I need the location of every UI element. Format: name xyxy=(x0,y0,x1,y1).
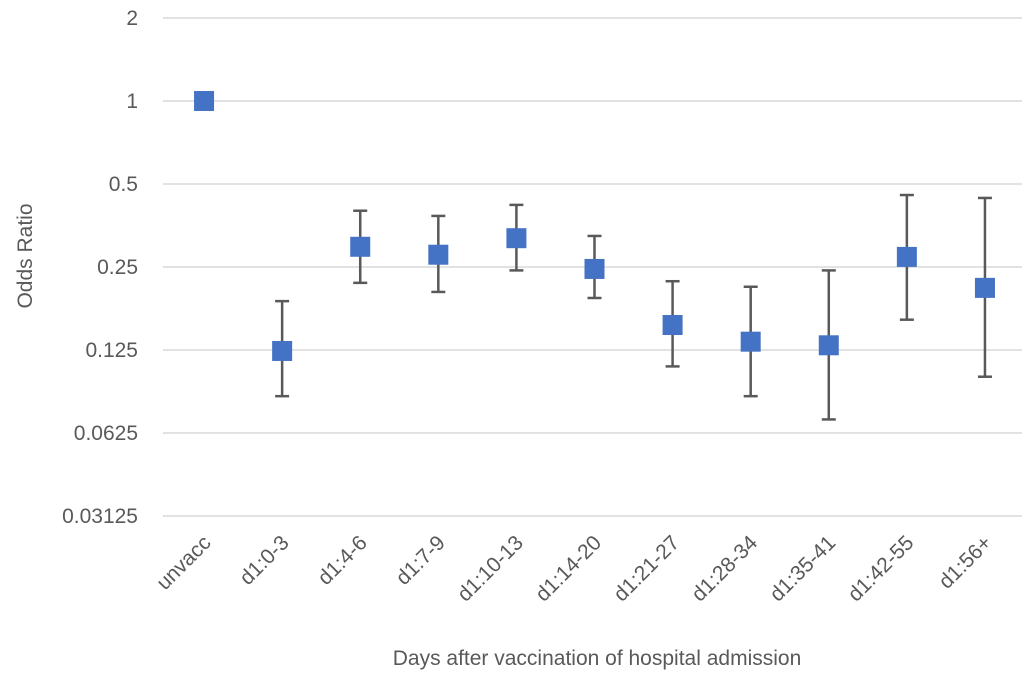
y-tick-label: 0.03125 xyxy=(62,505,138,528)
x-tick-label: unvacc xyxy=(152,531,215,594)
marker xyxy=(428,244,449,265)
y-axis-title: Odds Ratio xyxy=(14,203,37,308)
marker xyxy=(350,236,371,257)
x-tick-label: d1:4-6 xyxy=(313,531,371,589)
marker xyxy=(740,331,761,352)
marker xyxy=(974,277,995,298)
marker xyxy=(194,91,215,111)
x-tick-label: d1:35-41 xyxy=(765,531,840,606)
y-tick-label: 0.0625 xyxy=(74,422,138,445)
x-tick-label: d1:56+ xyxy=(934,531,996,593)
x-tick-label: d1:14-20 xyxy=(531,531,606,606)
x-tick-label: d1:21-27 xyxy=(609,531,684,606)
marker xyxy=(662,315,683,336)
x-tick-label: d1:0-3 xyxy=(235,531,293,589)
x-tick-label: d1:42-55 xyxy=(844,531,919,606)
y-tick-label: 0.25 xyxy=(97,256,138,279)
marker xyxy=(896,246,917,267)
y-tick-label: 0.5 xyxy=(109,173,138,196)
marker xyxy=(272,340,293,361)
marker xyxy=(506,228,527,249)
x-tick-label: d1:28-34 xyxy=(687,531,762,606)
x-tick-label: d1:7-9 xyxy=(391,531,449,589)
y-tick-label: 2 xyxy=(126,7,138,30)
y-tick-label: 0.125 xyxy=(85,339,138,362)
marker xyxy=(584,258,605,279)
x-axis-title: Days after vaccination of hospital admis… xyxy=(393,647,802,670)
marker xyxy=(818,335,839,356)
x-tick-label: d1:10-13 xyxy=(453,531,528,606)
y-tick-label: 1 xyxy=(126,90,138,113)
